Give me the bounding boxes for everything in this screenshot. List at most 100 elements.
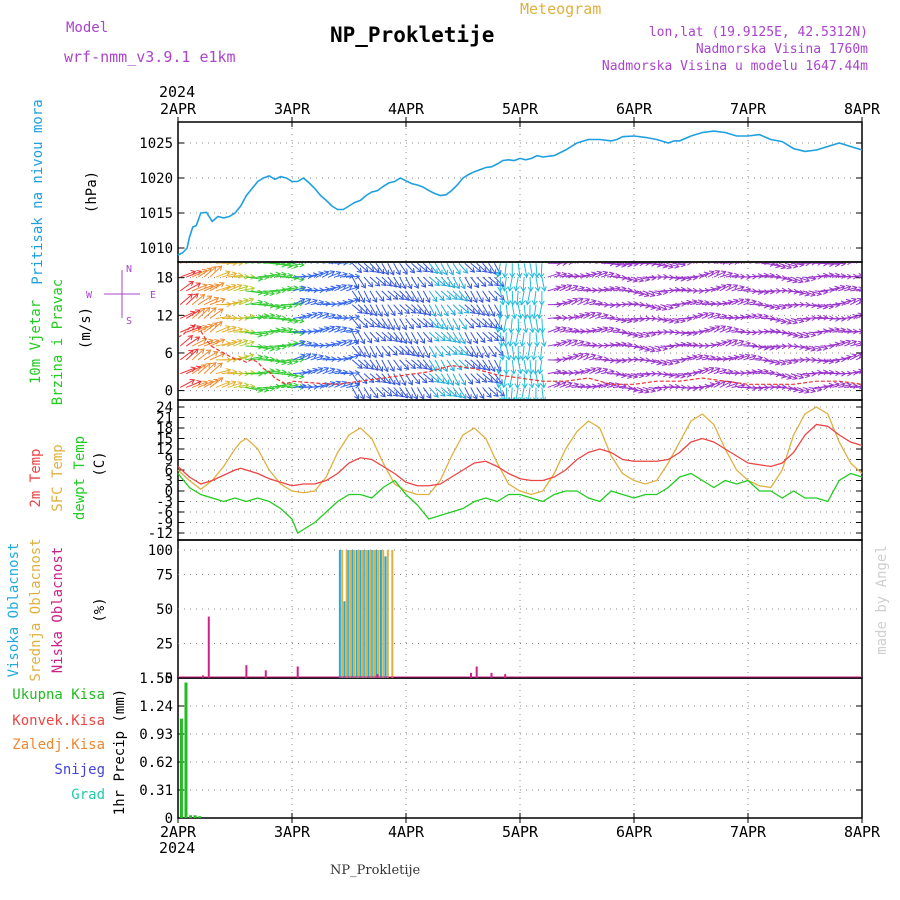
wind-arrow-head	[431, 311, 437, 317]
wind-arrow	[197, 339, 214, 347]
wind-arrow-head	[311, 312, 318, 318]
wind-arrow-head	[249, 285, 256, 292]
wind-arrow	[559, 274, 573, 278]
wind-arrow	[595, 383, 608, 388]
wind-arrow	[328, 316, 342, 319]
wind-arrow	[470, 318, 481, 328]
wind-arrow	[316, 327, 329, 333]
wind-arrow	[529, 373, 533, 388]
wind-arrow-head	[299, 263, 305, 268]
wind-arrow-head	[579, 312, 585, 319]
wind-arrow	[263, 345, 281, 350]
wind-arrow-head	[499, 299, 506, 306]
wind-arrow	[186, 270, 202, 278]
wind-arrow-head	[372, 297, 378, 303]
wind-arrow	[505, 332, 507, 347]
wind-arrow	[310, 367, 323, 375]
wind-arrow-head	[392, 336, 398, 342]
wind-arrow	[322, 326, 335, 333]
wind-arrow	[405, 304, 416, 314]
wind-arrow-head	[584, 352, 590, 359]
wind-arrow-head	[455, 338, 461, 344]
wind-arrow	[725, 284, 738, 292]
wind-arrow-head	[775, 328, 782, 335]
wind-arrow-head	[775, 383, 782, 390]
wind-arrow	[559, 284, 572, 292]
wind-arrow-head	[383, 366, 389, 373]
wind-arrow	[767, 304, 780, 309]
wind-arrow	[185, 366, 201, 375]
wind-arrow	[446, 290, 458, 300]
wind-arrow-head	[188, 349, 194, 355]
wind-arrow-head	[401, 324, 407, 331]
wind-arrow-head	[424, 352, 431, 359]
y-tick-label: 1.55	[139, 671, 173, 687]
wind-arrow-head	[485, 365, 491, 372]
wind-arrow	[571, 297, 584, 306]
wind-arrow-head	[517, 313, 524, 320]
wind-arrow-head	[863, 368, 868, 373]
wind-arrow-head	[317, 311, 324, 318]
wind-arrow	[707, 381, 720, 388]
wind-arrow-head	[367, 338, 373, 344]
wind-arrow	[423, 373, 434, 383]
wind-arrow-head	[205, 349, 212, 355]
wind-arrow	[393, 373, 401, 386]
wind-arrow	[826, 383, 840, 388]
wind-arrow	[802, 345, 816, 351]
wind-arrow	[399, 276, 407, 289]
wind-arrow	[802, 276, 816, 280]
wind-arrow-head	[639, 356, 645, 363]
wind-arrow	[417, 276, 426, 288]
wind-arrow-head	[355, 296, 361, 303]
wind-arrow-head	[507, 341, 514, 348]
wind-arrow	[767, 345, 781, 348]
wind-arrow-head	[525, 355, 531, 361]
wind-arrow	[257, 290, 275, 295]
wind-arrow-head	[644, 291, 650, 298]
wind-arrow	[434, 387, 446, 397]
wind-arrow-head	[491, 352, 497, 358]
wind-arrow-head	[863, 312, 868, 316]
wind-arrow	[695, 368, 709, 375]
wind-arrow	[310, 301, 324, 306]
compass-e: E	[150, 290, 156, 301]
wind-arrow	[393, 263, 401, 275]
wind-arrow-head	[225, 380, 231, 386]
wind-arrow	[357, 387, 365, 399]
wind-arrow-head	[258, 370, 264, 377]
cloud-axis-label-3: Niska Oblacnost	[50, 547, 66, 673]
wind-arrow	[209, 308, 224, 319]
wind-arrow-head	[810, 331, 817, 338]
wind-arrow	[416, 345, 425, 358]
wind-arrow-head	[422, 377, 428, 384]
y-tick-label: 100	[148, 543, 173, 559]
wind-arrow-head	[857, 257, 862, 262]
wind-arrow	[351, 263, 362, 273]
wind-arrow	[642, 276, 656, 279]
wind-arrow-head	[798, 373, 805, 380]
wind-arrow	[612, 263, 626, 267]
wind-arrow-head	[481, 281, 487, 288]
wind-arrow-head	[408, 324, 414, 330]
wind-arrow-head	[425, 310, 431, 317]
wind-arrow-head	[484, 311, 490, 317]
wind-arrow-head	[840, 273, 847, 280]
wind-arrow	[351, 359, 363, 369]
wind-arrow-head	[467, 297, 473, 303]
y-tick-label: 0	[165, 671, 173, 687]
wind-arrow	[654, 359, 667, 365]
wind-arrow	[476, 290, 484, 303]
wind-arrow-head	[514, 300, 521, 306]
wind-arrow-head	[540, 341, 547, 347]
wind-arrow	[416, 290, 424, 303]
wind-arrow-head	[236, 283, 243, 290]
wind-arrow-head	[443, 324, 449, 331]
wind-arrow	[766, 359, 780, 365]
wind-arrow-head	[527, 286, 534, 292]
wind-arrow	[541, 332, 545, 347]
wind-arrow-head	[521, 383, 528, 389]
wind-arrow-head	[422, 364, 428, 370]
top-x-tick-label: 7APR	[730, 100, 767, 118]
wind-arrow-head	[491, 269, 497, 275]
